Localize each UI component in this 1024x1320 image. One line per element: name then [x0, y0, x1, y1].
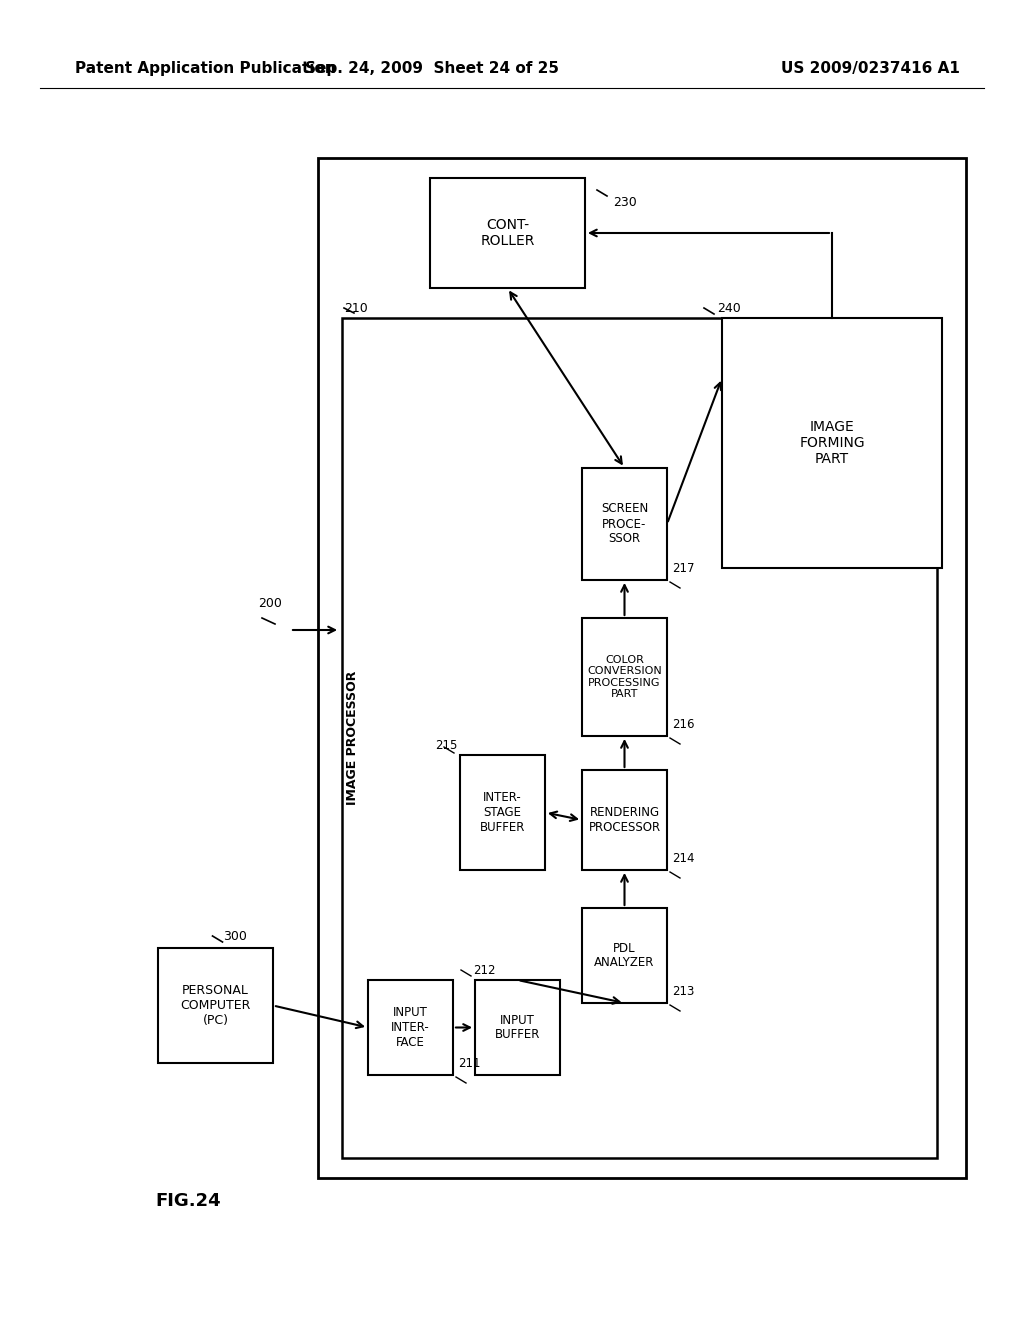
Text: 230: 230: [613, 195, 637, 209]
Bar: [582, 908, 667, 1003]
Text: 216: 216: [672, 718, 694, 731]
Text: FIG.24: FIG.24: [155, 1192, 220, 1210]
Text: 300: 300: [223, 931, 248, 942]
Bar: [722, 318, 942, 568]
Text: IMAGE
FORMING
PART: IMAGE FORMING PART: [799, 420, 865, 466]
Text: INTER-
STAGE
BUFFER: INTER- STAGE BUFFER: [480, 791, 525, 834]
Text: 217: 217: [672, 562, 694, 576]
Text: INPUT
INTER-
FACE: INPUT INTER- FACE: [391, 1006, 430, 1049]
Text: IMAGE PROCESSOR: IMAGE PROCESSOR: [346, 671, 359, 805]
Text: US 2009/0237416 A1: US 2009/0237416 A1: [780, 61, 959, 75]
Text: 215: 215: [435, 739, 458, 752]
Bar: [318, 158, 966, 1177]
Bar: [475, 979, 560, 1074]
Text: 213: 213: [672, 985, 694, 998]
Text: Sep. 24, 2009  Sheet 24 of 25: Sep. 24, 2009 Sheet 24 of 25: [305, 61, 559, 75]
Bar: [582, 770, 667, 870]
Text: 212: 212: [473, 964, 496, 977]
Text: INPUT
BUFFER: INPUT BUFFER: [495, 1014, 541, 1041]
Text: Patent Application Publication: Patent Application Publication: [75, 61, 336, 75]
Text: 214: 214: [672, 851, 694, 865]
Text: 211: 211: [458, 1057, 480, 1071]
Bar: [368, 979, 453, 1074]
Text: 210: 210: [344, 302, 368, 315]
Bar: [158, 948, 273, 1063]
Text: SCREEN
PROCE-
SSOR: SCREEN PROCE- SSOR: [601, 503, 648, 545]
Text: 240: 240: [717, 302, 740, 315]
Bar: [342, 318, 937, 1158]
Text: RENDERING
PROCESSOR: RENDERING PROCESSOR: [589, 807, 660, 834]
Bar: [582, 618, 667, 737]
Text: 200: 200: [258, 597, 282, 610]
Bar: [430, 178, 585, 288]
Bar: [460, 755, 545, 870]
Text: CONT-
ROLLER: CONT- ROLLER: [480, 218, 535, 248]
Text: COLOR
CONVERSION
PROCESSING
PART: COLOR CONVERSION PROCESSING PART: [587, 655, 662, 700]
Bar: [582, 469, 667, 579]
Text: PERSONAL
COMPUTER
(PC): PERSONAL COMPUTER (PC): [180, 983, 251, 1027]
Text: PDL
ANALYZER: PDL ANALYZER: [594, 941, 654, 969]
